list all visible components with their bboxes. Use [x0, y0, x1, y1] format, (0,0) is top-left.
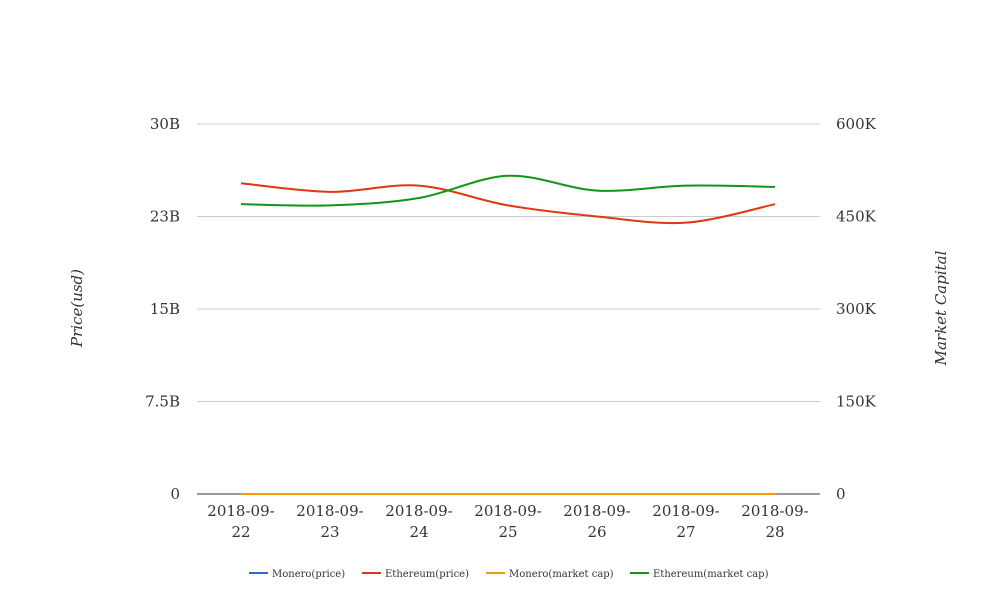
x-axis-ticks: 2018-09-22 2018-09-23 2018-09-24 2018-09-25…: [207, 502, 808, 541]
legend-label: Ethereum(market cap): [653, 569, 769, 580]
series-lines: [240, 174, 776, 496]
right-axis-title: Market Capital: [932, 250, 950, 366]
x-tick-label: 2018-09-27: [652, 502, 719, 541]
right-tick-label: 300K: [836, 300, 877, 318]
gridlines: [197, 123, 820, 402]
right-tick-label: 450K: [836, 208, 877, 226]
x-tick-label: 2018-09-25: [474, 502, 541, 541]
left-tick-label: 23B: [150, 208, 180, 226]
left-tick-label: 15B: [150, 300, 180, 318]
x-tick-label: 2018-09-23: [296, 502, 363, 541]
left-axis-title: Price(usd): [68, 269, 86, 348]
series-line-ethereum-price: [240, 182, 776, 225]
x-tick-label: 2018-09-24: [385, 502, 452, 541]
legend: Monero(price) Ethereum(price) Monero(marke…: [249, 569, 769, 580]
right-tick-label: 600K: [836, 115, 877, 133]
x-tick-label: 2018-09-22: [207, 502, 274, 541]
right-tick-label: 150K: [836, 393, 877, 411]
right-tick-label: 0: [836, 485, 846, 503]
series-line-ethereum-market-cap: [240, 174, 776, 207]
left-tick-label: 30B: [150, 115, 180, 133]
legend-label: Monero(market cap): [509, 569, 614, 580]
legend-label: Monero(price): [272, 569, 345, 580]
x-tick-label: 2018-09-26: [563, 502, 630, 541]
left-tick-label: 7.5B: [145, 393, 180, 411]
x-tick-label: 2018-09-28: [741, 502, 808, 541]
legend-label: Ethereum(price): [385, 569, 469, 580]
right-axis-ticks: 0 150K 300K 450K 600K: [836, 115, 877, 503]
left-tick-label: 0: [170, 485, 180, 503]
left-axis-ticks: 0 7.5B 15B 23B 30B: [145, 115, 180, 503]
